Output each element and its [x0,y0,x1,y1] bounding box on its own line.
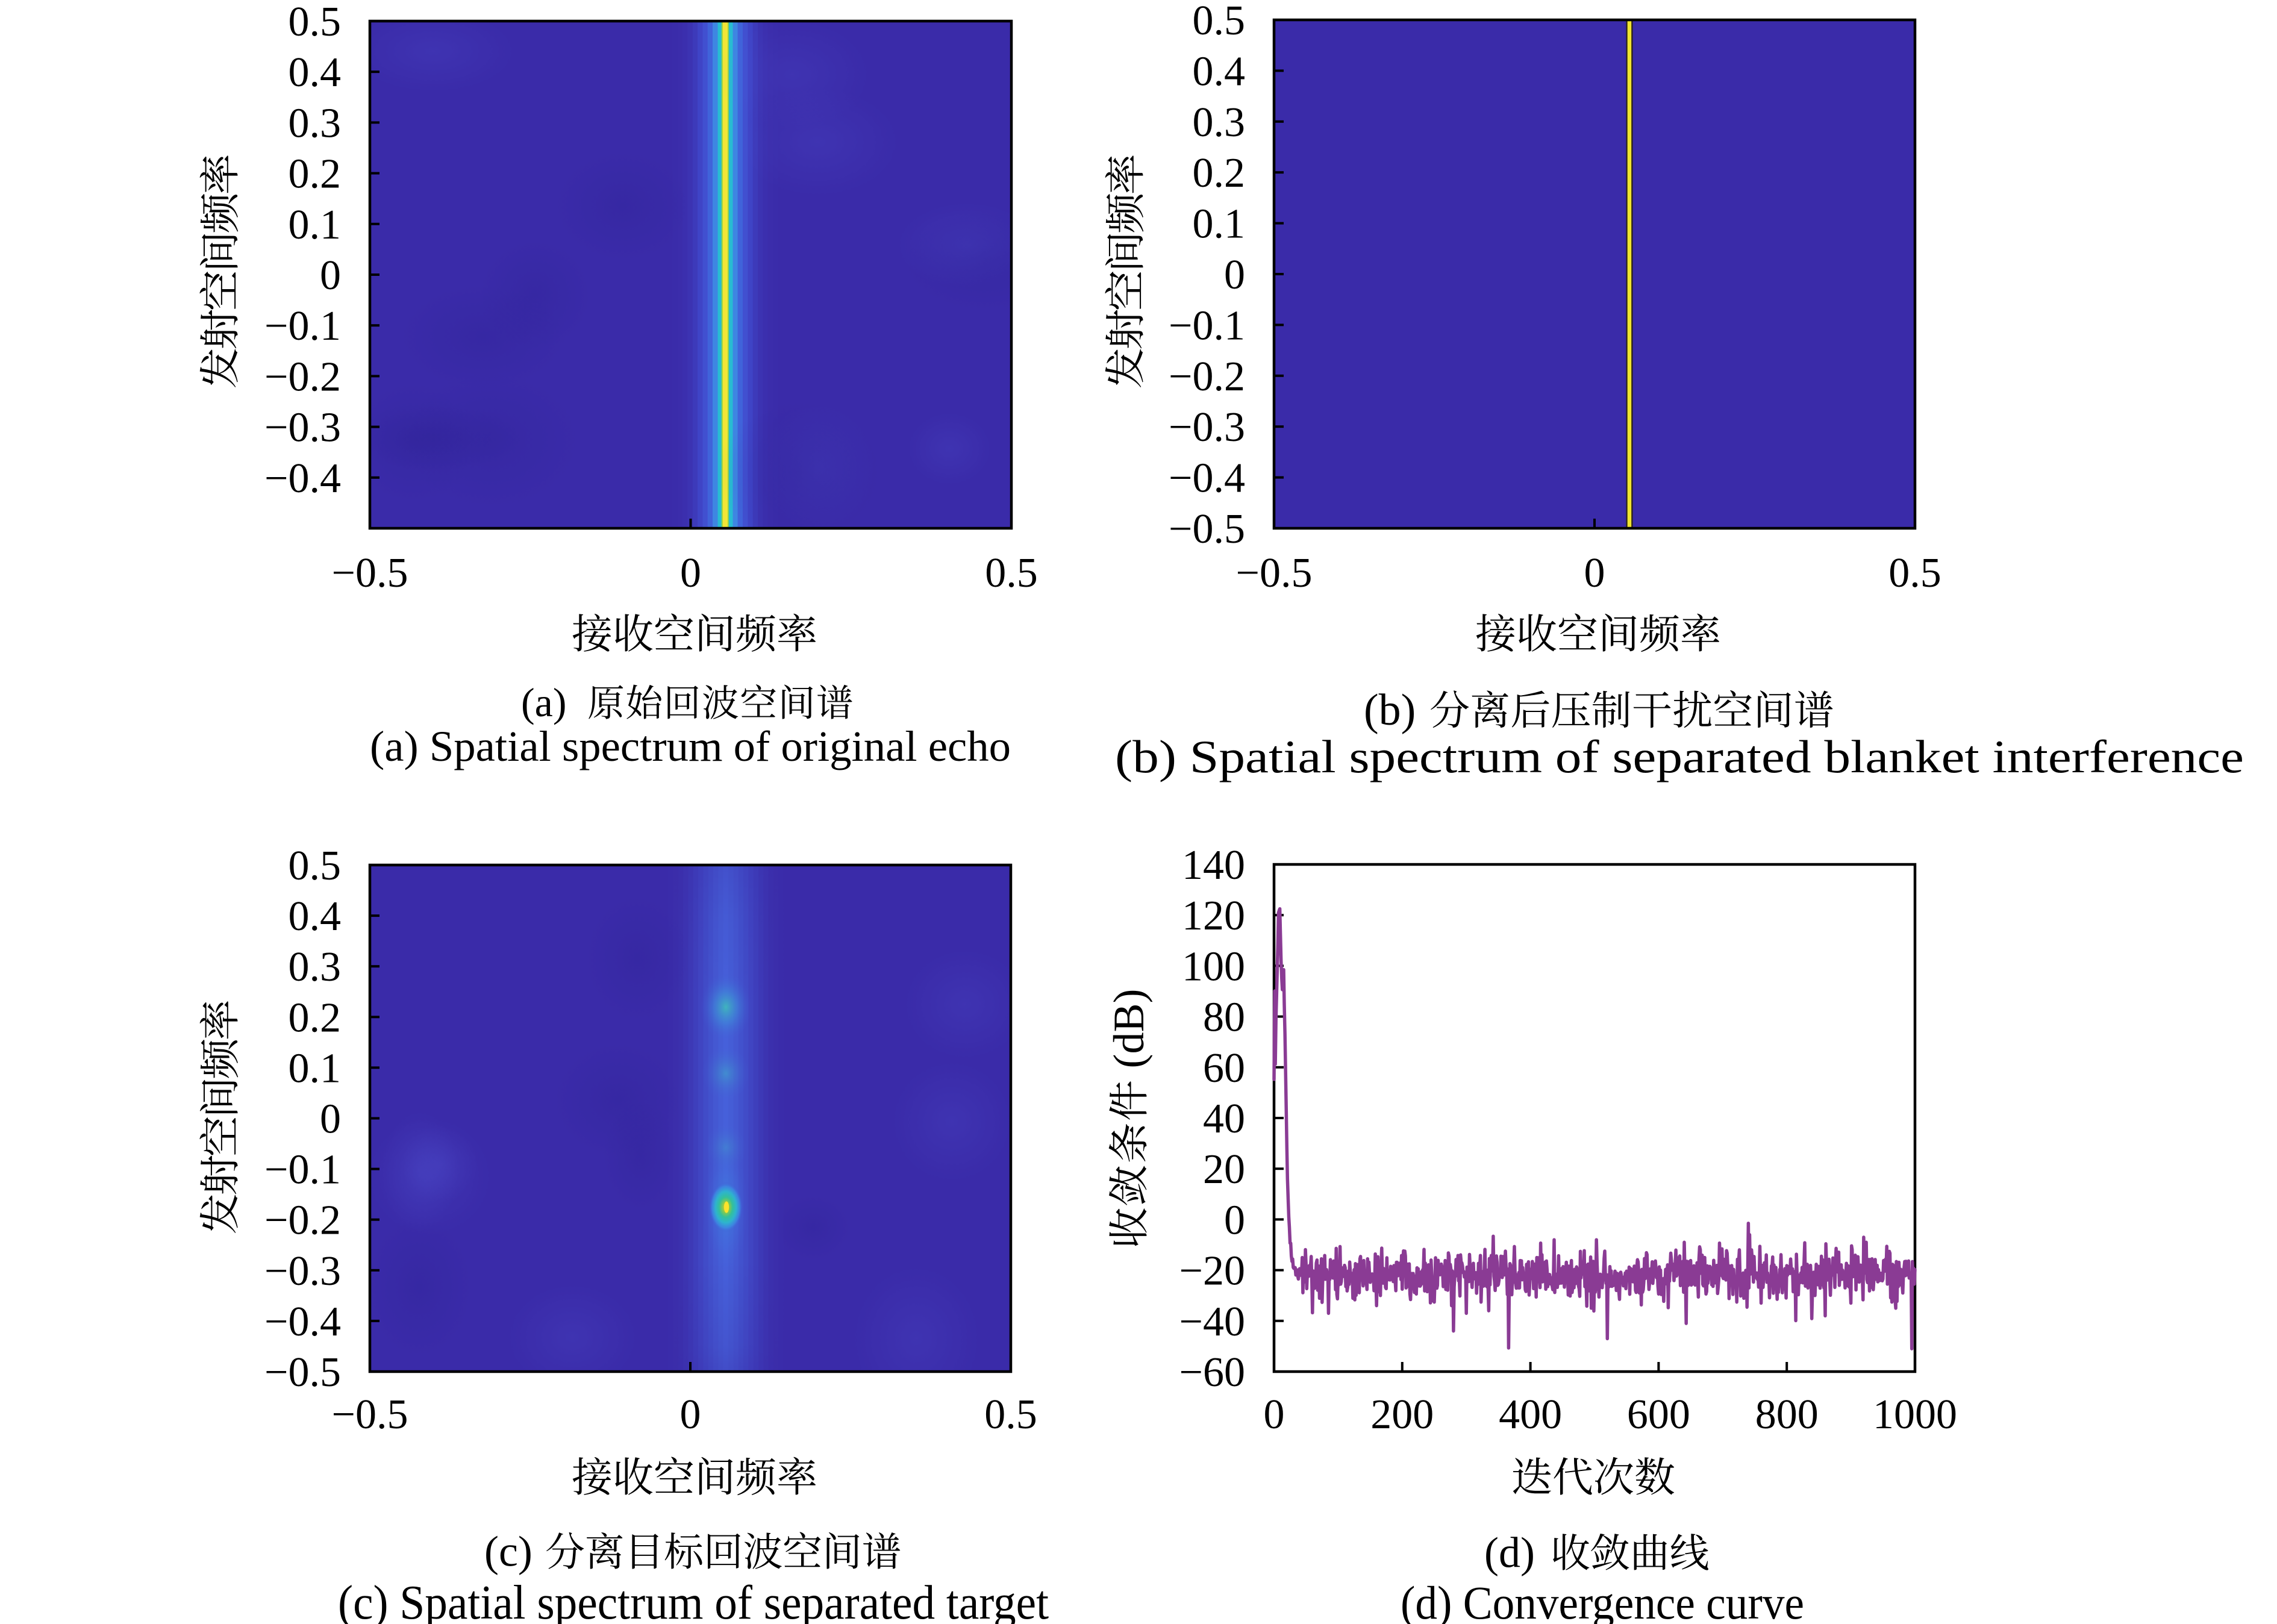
svg-text:0: 0 [1224,252,1245,298]
svg-text:−0.3: −0.3 [264,1248,341,1295]
svg-text:0: 0 [1224,1197,1245,1243]
svg-text:(c) Spatial spectrum of separa: (c) Spatial spectrum of separated target [338,1576,1049,1624]
svg-text:0: 0 [1264,1391,1285,1438]
svg-text:(b): (b) [1364,686,1416,735]
svg-text:−0.3: −0.3 [1169,404,1245,451]
svg-text:0.5: 0.5 [1888,550,1941,596]
svg-text:0: 0 [320,252,341,299]
svg-text:(b) Spatial spectrum of separa: (b) Spatial spectrum of separated blanke… [1115,731,2244,782]
svg-text:200: 200 [1370,1391,1434,1438]
svg-text:(d): (d) [1484,1528,1535,1576]
svg-text:−0.2: −0.2 [264,354,341,400]
svg-text:0: 0 [680,1391,701,1438]
svg-text:800: 800 [1755,1391,1819,1438]
svg-text:0.3: 0.3 [1193,99,1246,146]
svg-text:−0.1: −0.1 [1169,302,1245,349]
svg-text:0: 0 [320,1096,341,1143]
svg-text:0.5: 0.5 [985,550,1038,596]
svg-text:−20: −20 [1179,1248,1245,1295]
svg-text:−60: −60 [1179,1349,1245,1396]
svg-text:−0.5: −0.5 [332,1391,408,1438]
svg-text:0.1: 0.1 [289,1045,342,1092]
svg-text:0.4: 0.4 [289,893,342,940]
svg-text:−0.4: −0.4 [264,1299,341,1345]
svg-text:(a) Spatial spectrum of origin: (a) Spatial spectrum of original echo [370,722,1011,770]
svg-text:80: 80 [1203,995,1245,1041]
svg-text:0.3: 0.3 [289,100,342,146]
svg-text:0.3: 0.3 [289,944,342,990]
svg-text:0: 0 [1584,550,1605,596]
svg-text:0.4: 0.4 [1193,48,1246,95]
svg-text:(c): (c) [484,1527,533,1575]
svg-text:−0.5: −0.5 [1169,506,1245,552]
svg-text:0.2: 0.2 [1193,150,1246,196]
svg-text:0.2: 0.2 [289,151,342,198]
svg-text:20: 20 [1203,1146,1245,1193]
svg-text:400: 400 [1499,1391,1562,1438]
svg-text:−0.1: −0.1 [264,303,341,349]
svg-text:100: 100 [1182,943,1245,990]
svg-text:−0.4: −0.4 [1169,455,1245,502]
svg-text:0.5: 0.5 [1193,0,1246,44]
svg-text:60: 60 [1203,1045,1245,1092]
svg-text:1000: 1000 [1873,1391,1957,1438]
svg-text:0.4: 0.4 [289,49,342,96]
svg-text:(a): (a) [521,679,566,725]
svg-text:0.2: 0.2 [289,995,342,1041]
svg-text:0.5: 0.5 [984,1391,1037,1438]
svg-text:(d) Convergence curve: (d) Convergence curve [1401,1576,1804,1624]
svg-text:−0.4: −0.4 [264,455,341,502]
svg-text:−0.1: −0.1 [264,1147,341,1193]
svg-text:0.1: 0.1 [1193,201,1246,248]
svg-text:140: 140 [1182,842,1245,889]
svg-text:−0.5: −0.5 [332,550,408,596]
svg-text:120: 120 [1182,893,1245,939]
svg-text:−0.2: −0.2 [1169,354,1245,400]
svg-text:0.1: 0.1 [289,202,342,248]
svg-text:0.5: 0.5 [289,0,342,45]
svg-text:−0.5: −0.5 [1236,550,1313,596]
svg-text:0: 0 [680,550,701,596]
svg-text:−0.3: −0.3 [264,405,341,451]
svg-text:−40: −40 [1179,1299,1245,1345]
svg-text:0.5: 0.5 [289,843,342,889]
svg-text:40: 40 [1203,1096,1245,1142]
svg-text:600: 600 [1627,1391,1690,1438]
svg-text:−0.5: −0.5 [264,1349,341,1396]
svg-text:(dB): (dB) [1105,989,1153,1069]
svg-text:−0.2: −0.2 [264,1198,341,1244]
